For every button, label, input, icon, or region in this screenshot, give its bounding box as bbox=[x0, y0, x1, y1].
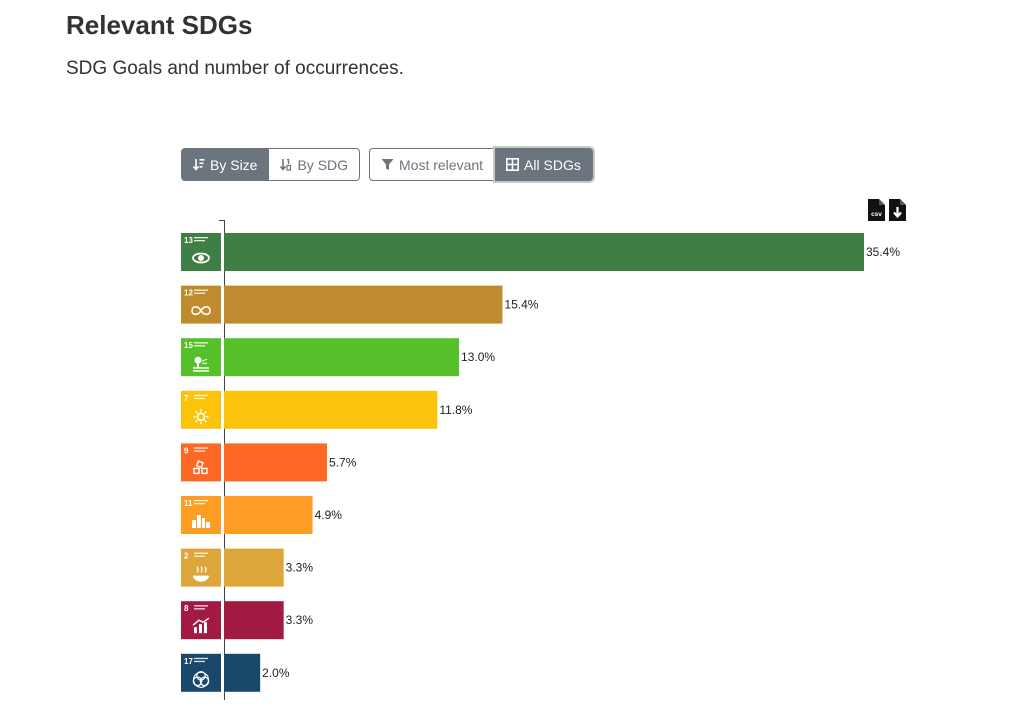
csv-file-label: csv bbox=[871, 211, 882, 218]
grid-icon bbox=[506, 158, 520, 171]
bar-label-sdg-11: 4.9% bbox=[315, 508, 343, 522]
filter-button-group: Most relevant All SDGs bbox=[369, 148, 593, 181]
sort-by-size-button[interactable]: By Size bbox=[181, 148, 270, 181]
bar-sdg-7 bbox=[224, 390, 438, 429]
affordable-clean-energy-icon bbox=[193, 409, 209, 425]
bar-sdg-11 bbox=[224, 496, 313, 534]
bar-label-sdg-8: 3.3% bbox=[286, 613, 314, 627]
life-on-land-icon bbox=[193, 356, 209, 372]
partnerships-icon bbox=[192, 670, 210, 688]
sort-number-icon bbox=[280, 158, 292, 171]
sdg-tile-number: 9 bbox=[184, 446, 189, 455]
bar-label-sdg-2: 3.3% bbox=[286, 561, 314, 575]
bar-sdg-9 bbox=[224, 443, 328, 482]
bar-label-sdg-15: 13.0% bbox=[461, 350, 495, 364]
sdg-tile-12: 12 bbox=[181, 285, 221, 324]
file-download-icon[interactable] bbox=[889, 199, 906, 221]
sdg-tile-17: 17 bbox=[181, 653, 221, 692]
bar-sdg-2 bbox=[224, 548, 284, 587]
decent-work-icon bbox=[192, 617, 210, 634]
sdg-tile-7: 7 bbox=[181, 390, 221, 429]
sustainable-cities-icon bbox=[192, 515, 210, 528]
all-sdgs-label: All SDGs bbox=[524, 156, 581, 173]
page-subtitle: SDG Goals and number of occurrences. bbox=[66, 58, 404, 79]
bar-sdg-12 bbox=[224, 285, 503, 324]
bar-label-sdg-12: 15.4% bbox=[504, 298, 538, 312]
sdg-tile-number: 2 bbox=[184, 552, 189, 561]
most-relevant-button[interactable]: Most relevant bbox=[369, 148, 496, 181]
sdg-tile-number: 11 bbox=[184, 499, 193, 508]
all-sdgs-button[interactable]: All SDGs bbox=[495, 148, 593, 181]
sort-size-icon bbox=[193, 158, 205, 171]
sdg-tile-number: 13 bbox=[184, 236, 193, 245]
csv-file-icon[interactable]: csv bbox=[868, 199, 885, 221]
filter-icon bbox=[381, 158, 394, 171]
download-toolbar: csv bbox=[868, 199, 906, 221]
bar-sdg-8 bbox=[224, 601, 284, 640]
bar-sdg-17 bbox=[224, 653, 261, 692]
bar-label-sdg-13: 35.4% bbox=[866, 245, 900, 259]
zero-hunger-icon bbox=[193, 566, 209, 582]
bar-label-sdg-9: 5.7% bbox=[329, 455, 357, 469]
industry-innovation-icon bbox=[193, 460, 208, 475]
sort-button-group: By Size By SDG bbox=[181, 148, 361, 181]
sdg-tile-number: 8 bbox=[184, 604, 189, 613]
sdg-tile-number: 7 bbox=[184, 394, 189, 403]
sdg-tile-15: 15 bbox=[181, 338, 221, 377]
climate-action-icon bbox=[192, 252, 210, 264]
most-relevant-label: Most relevant bbox=[399, 156, 484, 173]
sdg-tile-number: 17 bbox=[184, 657, 193, 666]
sort-by-size-label: By Size bbox=[210, 156, 258, 173]
sdg-tile-13: 13 bbox=[181, 233, 221, 271]
bar-label-sdg-7: 11.8% bbox=[439, 403, 472, 417]
sdg-tile-2: 2 bbox=[181, 548, 221, 587]
bar-sdg-15 bbox=[224, 338, 460, 377]
responsible-consumption-icon bbox=[191, 306, 211, 316]
sdg-tile-8: 8 bbox=[181, 601, 221, 640]
bar-label-sdg-17: 2.0% bbox=[262, 666, 290, 680]
sdg-tile-9: 9 bbox=[181, 443, 221, 482]
sdg-tile-number: 12 bbox=[184, 289, 193, 298]
sort-by-sdg-label: By SDG bbox=[297, 156, 349, 173]
page-title: Relevant SDGs bbox=[66, 10, 253, 40]
sdg-tile-11: 11 bbox=[181, 496, 221, 534]
bar-sdg-13 bbox=[224, 233, 864, 271]
sort-by-sdg-button[interactable]: By SDG bbox=[269, 148, 361, 181]
sdg-tile-number: 15 bbox=[184, 341, 193, 350]
